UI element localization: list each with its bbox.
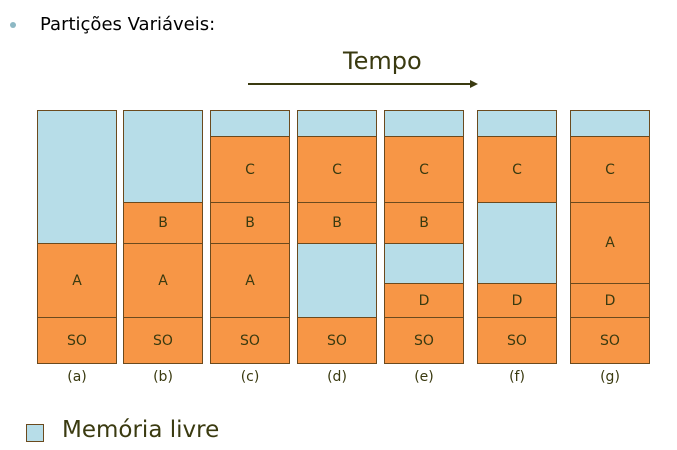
partition-c: C: [570, 136, 650, 203]
time-arrow-icon: [248, 80, 478, 88]
partition-b: B: [384, 202, 464, 244]
column-caption: (c): [240, 369, 260, 385]
free-memory-block: [384, 110, 464, 137]
partition-a: A: [37, 243, 117, 318]
partition-a: A: [570, 202, 650, 284]
free-memory-block: [297, 110, 377, 137]
column-caption: (d): [327, 369, 347, 385]
column-caption: (g): [600, 369, 620, 385]
free-memory-block: [477, 202, 557, 284]
partition-d: D: [477, 283, 557, 318]
partition-d: D: [384, 283, 464, 318]
column-caption: (f): [509, 369, 525, 385]
legend-free-swatch: [26, 424, 44, 442]
partition-b: B: [210, 202, 290, 244]
time-label: Tempo: [343, 47, 422, 75]
partition-b: B: [123, 202, 203, 244]
partition-so: SO: [297, 317, 377, 364]
bullet-icon: [10, 22, 16, 28]
free-memory-block: [384, 243, 464, 284]
free-memory-block: [37, 110, 117, 244]
column-caption: (e): [414, 369, 434, 385]
partition-c: C: [297, 136, 377, 203]
legend-label: Memória livre: [62, 417, 220, 443]
column-caption: (a): [67, 369, 87, 385]
column-caption: (b): [153, 369, 173, 385]
free-memory-block: [477, 110, 557, 137]
partition-a: A: [123, 243, 203, 318]
slide-heading: Partições Variáveis:: [40, 14, 216, 35]
partition-so: SO: [37, 317, 117, 364]
partition-b: B: [297, 202, 377, 244]
partition-c: C: [477, 136, 557, 203]
partition-so: SO: [384, 317, 464, 364]
partition-a: A: [210, 243, 290, 318]
partition-so: SO: [477, 317, 557, 364]
partition-d: D: [570, 283, 650, 318]
free-memory-block: [570, 110, 650, 137]
partition-c: C: [210, 136, 290, 203]
free-memory-block: [123, 110, 203, 203]
partition-so: SO: [570, 317, 650, 364]
partition-so: SO: [210, 317, 290, 364]
free-memory-block: [210, 110, 290, 137]
partition-so: SO: [123, 317, 203, 364]
partition-c: C: [384, 136, 464, 203]
free-memory-block: [297, 243, 377, 318]
